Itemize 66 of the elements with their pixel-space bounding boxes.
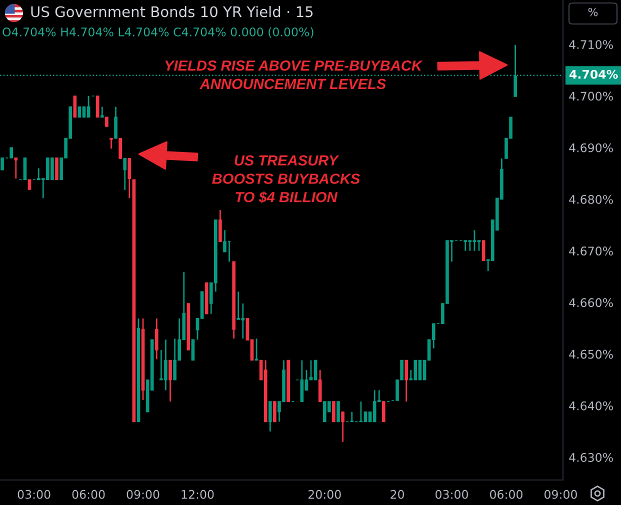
x-tick-label: 20 bbox=[390, 490, 404, 499]
candlestick bbox=[273, 401, 276, 422]
candlestick bbox=[55, 158, 58, 180]
candlestick bbox=[477, 240, 481, 252]
candlestick bbox=[418, 360, 422, 380]
y-tick-label: 4.660% bbox=[569, 298, 613, 308]
candlestick bbox=[332, 401, 336, 422]
x-tick-label: 03:00 bbox=[436, 490, 468, 499]
y-tick-label: 4.680% bbox=[569, 194, 613, 204]
candlestick bbox=[464, 240, 468, 252]
candlestick bbox=[100, 106, 104, 118]
candlestick bbox=[96, 96, 100, 118]
candlestick bbox=[118, 138, 122, 159]
x-tick-label: 09:00 bbox=[126, 490, 160, 499]
x-tick-label: 03:00 bbox=[18, 490, 50, 499]
candlestick bbox=[223, 230, 226, 253]
candlestick bbox=[382, 401, 386, 422]
y-axis-title: % bbox=[588, 8, 598, 16]
chart-title: US Government Bonds 10 YR Yield · 15 bbox=[31, 6, 313, 18]
candlestick bbox=[341, 411, 344, 442]
candlestick bbox=[23, 158, 27, 180]
candlestick bbox=[78, 106, 82, 118]
y-tick-label: 4.710% bbox=[569, 40, 613, 50]
y-tick-label: 4.650% bbox=[569, 350, 613, 359]
y-tick-label: 4.670% bbox=[569, 246, 613, 256]
candlestick bbox=[314, 360, 318, 380]
annotation: US TREASURY BOOSTS BUYBACKS TO $4 BILLION bbox=[212, 155, 360, 204]
candlestick bbox=[14, 157, 18, 180]
candlestick bbox=[154, 318, 158, 360]
y-tick-label: 4.630% bbox=[569, 453, 613, 462]
candlestick bbox=[300, 360, 304, 402]
candlestick bbox=[110, 138, 113, 150]
candlestick bbox=[336, 401, 340, 422]
candlestick bbox=[123, 158, 127, 191]
y-tick-label: 4.640% bbox=[569, 401, 613, 410]
candlestick bbox=[0, 158, 4, 170]
x-tick-label: 20:00 bbox=[308, 490, 341, 499]
candlestick bbox=[191, 339, 195, 361]
candlestick bbox=[128, 158, 132, 199]
candlestick bbox=[359, 400, 363, 422]
candlestick bbox=[168, 360, 172, 402]
x-tick-label: 06:00 bbox=[490, 490, 522, 499]
annotation: YIELDS RISE ABOVE PRE-BUYBACK ANNOUNCEMENT LEVELS bbox=[165, 60, 423, 90]
ref-line-label: 4.704% bbox=[570, 70, 618, 79]
candlestick bbox=[350, 411, 354, 422]
candlestick bbox=[73, 96, 77, 118]
candlestick bbox=[364, 411, 368, 422]
candlestick bbox=[404, 360, 408, 402]
y-tick-label: 4.690% bbox=[569, 143, 613, 152]
candlestick bbox=[86, 95, 90, 118]
candlestick bbox=[482, 240, 486, 262]
candlestick bbox=[218, 209, 222, 242]
candlestick bbox=[82, 106, 86, 118]
candlestick bbox=[472, 230, 476, 252]
candlestick bbox=[318, 369, 322, 402]
candlestick bbox=[268, 400, 272, 432]
x-tick-label: 06:00 bbox=[72, 490, 105, 499]
candlestick bbox=[105, 116, 108, 127]
y-tick-label: 4.700% bbox=[569, 92, 613, 101]
candlestick bbox=[10, 147, 14, 158]
x-tick-label: 12:00 bbox=[182, 490, 214, 499]
candlestick bbox=[114, 106, 118, 140]
candlestick bbox=[28, 179, 32, 190]
text: O4.704% H4.704% L4.704% C4.704% 0.000 (0.00%) bbox=[2, 27, 314, 38]
candlestick bbox=[236, 290, 240, 320]
x-tick-label: 09:00 bbox=[544, 490, 577, 499]
